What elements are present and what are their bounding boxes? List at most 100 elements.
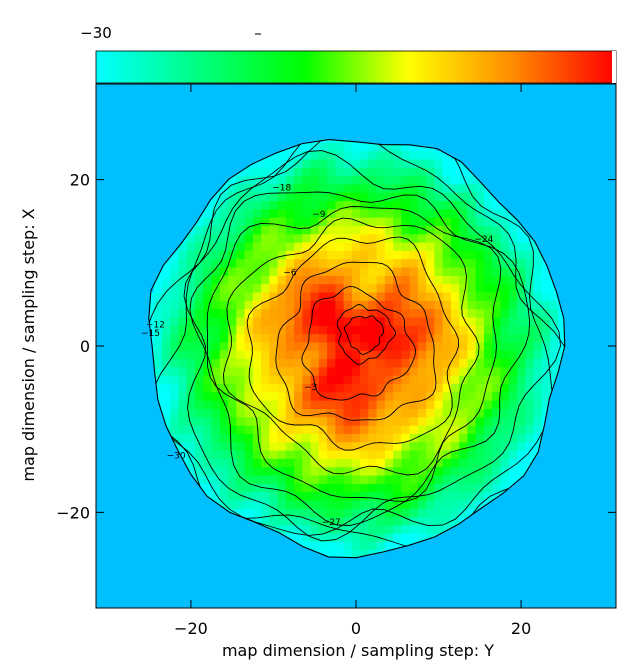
heatmap-cell — [442, 474, 452, 484]
heatmap-cell — [417, 291, 427, 301]
heatmap-cell — [195, 466, 204, 476]
heatmap-cell — [351, 375, 361, 385]
heatmap-cell — [261, 250, 270, 260]
heatmap-cell — [351, 341, 361, 351]
heatmap-cell — [508, 408, 518, 418]
heatmap-cell — [302, 533, 312, 543]
heatmap-cell — [277, 200, 287, 210]
heatmap-cell — [343, 408, 353, 418]
heatmap-cell — [211, 441, 221, 451]
heatmap-cell — [401, 474, 411, 484]
heatmap-cell — [475, 350, 485, 360]
heatmap-cell — [186, 400, 196, 409]
heatmap-cell — [516, 266, 526, 276]
heatmap-cell — [376, 483, 386, 493]
heatmap-cell — [417, 499, 427, 509]
heatmap-cell — [186, 333, 196, 343]
heatmap-cell — [508, 325, 518, 335]
heatmap-cell — [162, 316, 171, 326]
heatmap-cell — [351, 200, 361, 210]
heatmap-cell — [508, 291, 518, 301]
y-tick-label: 0 — [80, 337, 90, 356]
heatmap-cell — [302, 508, 312, 518]
heatmap-cell — [434, 258, 444, 268]
heatmap-cell — [434, 358, 444, 368]
heatmap-cell — [434, 383, 444, 393]
heatmap-cell — [384, 275, 394, 285]
heatmap-cell — [211, 266, 221, 276]
heatmap-cell — [426, 258, 436, 268]
heatmap-cell — [417, 425, 427, 434]
heatmap-cell — [343, 167, 353, 177]
heatmap-cell — [401, 358, 411, 368]
heatmap-cell — [434, 366, 444, 376]
heatmap-cell — [492, 200, 502, 210]
heatmap-cell — [450, 316, 460, 326]
heatmap-cell — [393, 225, 402, 235]
heatmap-cell — [384, 258, 394, 268]
heatmap-cell — [525, 266, 535, 276]
heatmap-cell — [393, 499, 402, 509]
heatmap-cell — [351, 217, 361, 226]
heatmap-cell — [533, 308, 543, 318]
heatmap-cell — [335, 350, 345, 360]
heatmap-cell — [516, 433, 526, 443]
heatmap-cell — [500, 383, 510, 393]
heatmap-cell — [294, 499, 303, 509]
heatmap-cell — [533, 266, 543, 276]
contour-line — [206, 206, 502, 502]
heatmap-cell — [335, 325, 345, 335]
heatmap-cell — [236, 183, 246, 193]
heatmap-cell — [376, 474, 386, 484]
heatmap-cell — [310, 158, 320, 168]
heatmap-cell — [475, 333, 485, 343]
heatmap-cell — [318, 416, 328, 426]
heatmap-cell — [401, 250, 411, 260]
heatmap-cell — [228, 341, 237, 351]
heatmap-cell — [508, 416, 518, 426]
heatmap-cell — [417, 350, 427, 360]
heatmap-cell — [285, 449, 295, 459]
heatmap-cell — [228, 508, 237, 518]
heatmap-cell — [409, 192, 419, 202]
heatmap-cell — [351, 391, 361, 401]
heatmap-cell — [393, 416, 402, 426]
heatmap-cell — [459, 167, 469, 177]
heatmap-cell — [310, 533, 320, 543]
heatmap-cell — [277, 499, 287, 509]
heatmap-cell — [467, 466, 477, 476]
heatmap-cell — [393, 175, 402, 185]
heatmap-cell — [244, 383, 254, 393]
heatmap-cell — [335, 150, 345, 160]
heatmap-cell — [434, 242, 444, 251]
heatmap-cell — [219, 325, 229, 335]
heatmap-cell — [294, 400, 303, 409]
heatmap-cell — [442, 208, 452, 218]
heatmap-cell — [327, 400, 336, 409]
heatmap-cell — [178, 283, 188, 293]
heatmap-cell — [294, 433, 303, 443]
heatmap-cell — [360, 499, 369, 509]
heatmap-cell — [467, 250, 477, 260]
heatmap-cell — [409, 433, 419, 443]
heatmap-cell — [302, 408, 312, 418]
heatmap-cell — [318, 474, 328, 484]
heatmap-cell — [327, 325, 336, 335]
heatmap-cell — [541, 366, 551, 376]
heatmap-cell — [327, 433, 336, 443]
heatmap-cell — [186, 291, 196, 301]
heatmap-cell — [409, 366, 419, 376]
heatmap-cell — [360, 400, 369, 409]
heatmap-cell — [318, 258, 328, 268]
heatmap-cell — [335, 441, 345, 451]
heatmap-cell — [277, 192, 287, 202]
heatmap-cell — [384, 200, 394, 210]
heatmap-cell — [269, 358, 279, 368]
heatmap-cell — [434, 150, 444, 160]
heatmap-cell — [368, 366, 378, 376]
heatmap-cell — [170, 333, 180, 343]
heatmap-cell — [516, 400, 526, 409]
heatmap-cell — [327, 300, 336, 310]
heatmap-cell — [294, 341, 303, 351]
heatmap-cell — [153, 325, 163, 335]
